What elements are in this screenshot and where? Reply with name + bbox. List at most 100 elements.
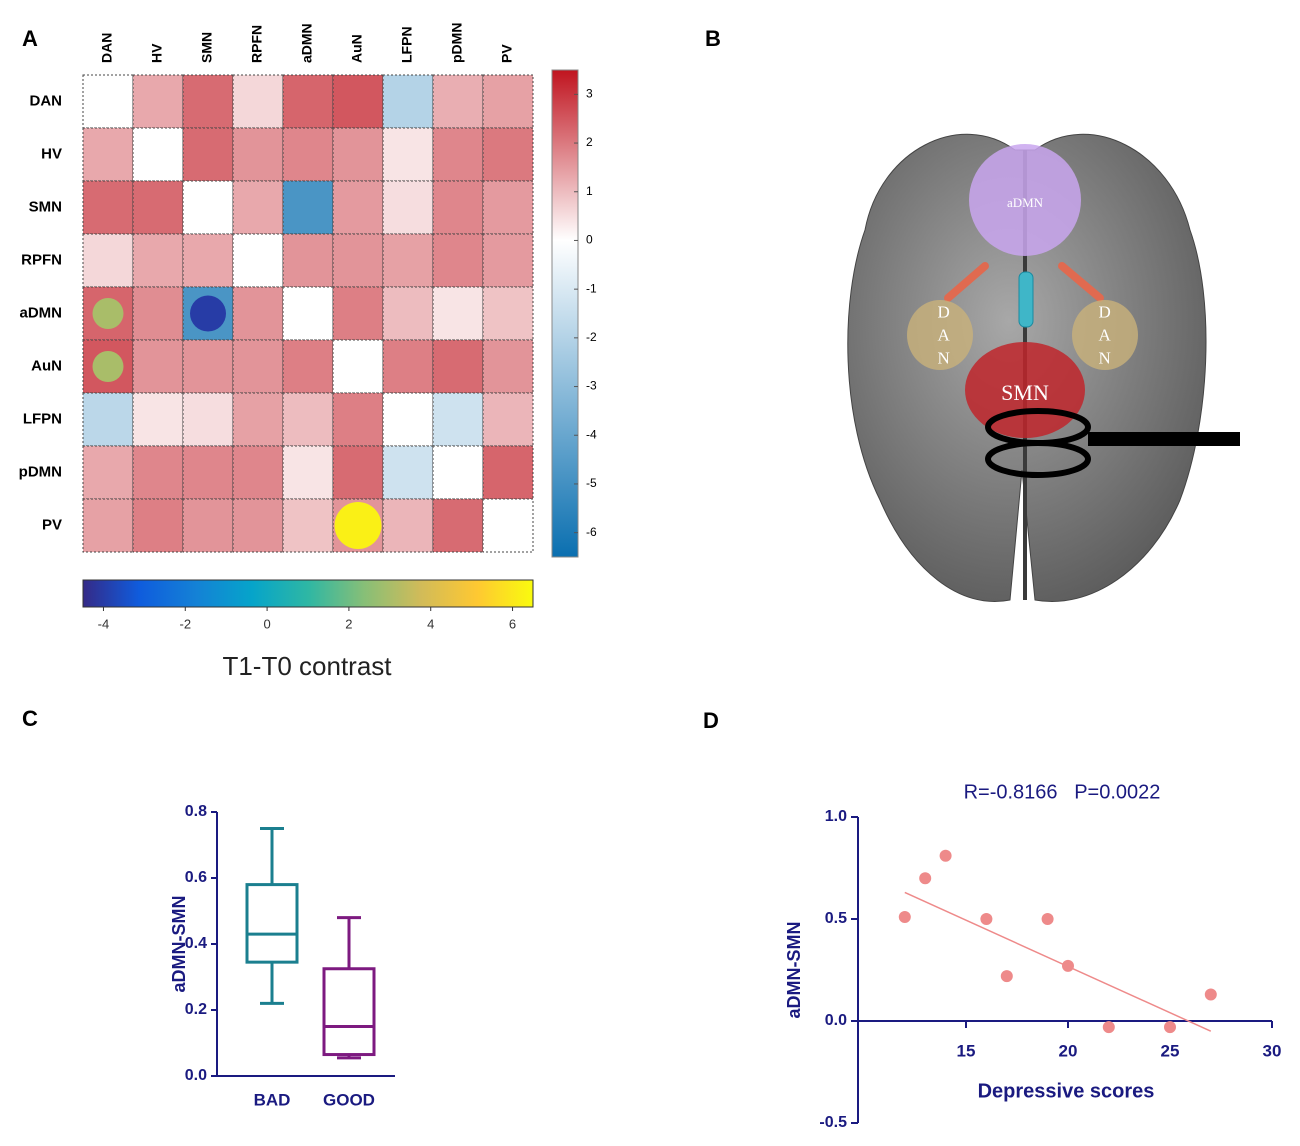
- heat-cell: [82, 180, 134, 235]
- annotation: R=-0.8166 P=0.0022: [964, 781, 1161, 803]
- colorbar-tick-label: -4: [586, 427, 597, 441]
- box: [245, 883, 299, 964]
- y-tick-label: -0.5: [819, 1114, 847, 1131]
- heat-cell: [132, 392, 184, 447]
- column-label: SMN: [199, 32, 215, 63]
- heat-cell: [382, 74, 434, 129]
- colorbar-tick-label: -3: [586, 379, 597, 393]
- heat-cell: [332, 286, 384, 341]
- colorbar-tick-label: 2: [345, 616, 352, 631]
- colorbar-tick-label: -1: [586, 281, 597, 295]
- heat-cell: [382, 498, 434, 553]
- heat-cell: [482, 339, 534, 394]
- heat-cell: [332, 392, 384, 447]
- heat-cell: [332, 180, 384, 235]
- heat-cell: [232, 498, 284, 553]
- heat-cell: [182, 445, 234, 500]
- diagonal-cell: [432, 445, 484, 500]
- colorbar-tick-label: -2: [179, 616, 191, 631]
- diagonal-cell: [332, 339, 384, 394]
- point: [980, 913, 993, 925]
- point: [1102, 1021, 1115, 1034]
- heat-cell: [382, 180, 434, 235]
- point: [939, 849, 952, 862]
- heat-cell: [232, 180, 284, 235]
- heat-cell: [282, 180, 334, 235]
- heat-cell: [382, 339, 434, 394]
- colorbar-tick-label: 4: [427, 616, 434, 631]
- y-tick-label: 1.0: [825, 808, 847, 825]
- region-label: DAN: [934, 303, 953, 372]
- y-tick-label: 0.4: [185, 935, 207, 952]
- heat-cell: [332, 233, 384, 288]
- x-tick-label: 30: [1263, 1041, 1282, 1060]
- heat-cell: [82, 445, 134, 500]
- diagonal-cell: [482, 498, 534, 553]
- box: [322, 967, 376, 1057]
- heat-cell: [282, 127, 334, 182]
- panel-label: A: [22, 26, 38, 51]
- heat-cell: [282, 339, 334, 394]
- heat-cell: [232, 339, 284, 394]
- x-tick-label: GOOD: [323, 1090, 375, 1109]
- region-dan: [1072, 300, 1138, 370]
- connection: [944, 262, 989, 302]
- colorbar-tick-label: 6: [509, 616, 516, 631]
- diagonal-cell: [382, 392, 434, 447]
- colorbar-tick-label: 0: [586, 233, 593, 247]
- heat-cell: [282, 445, 334, 500]
- marker: [92, 351, 124, 382]
- ring: [985, 440, 1091, 478]
- heat-cell: [82, 233, 134, 288]
- marker-colorbar: [82, 579, 534, 608]
- panel-label: D: [703, 708, 719, 733]
- heat-cell: [232, 286, 284, 341]
- colorbar-tick-label: 3: [586, 87, 593, 101]
- row-label: aDMN: [19, 304, 62, 321]
- y-tick-label: 0.0: [825, 1012, 847, 1029]
- y-tick-label: 0.6: [185, 869, 207, 886]
- row-label: AuN: [31, 357, 62, 374]
- heat-cell: [482, 445, 534, 500]
- colorbar-tick-label: -5: [586, 476, 597, 490]
- colorbar-tick-label: 0: [263, 616, 270, 631]
- heat-cell: [132, 74, 184, 129]
- colorbar-tick-label: -4: [98, 616, 110, 631]
- region-label: aDMN: [1007, 195, 1044, 210]
- diagonal-cell: [282, 286, 334, 341]
- colorbar-tick-label: -6: [586, 525, 597, 539]
- region-label: SMN: [1001, 380, 1049, 405]
- connection: [1018, 271, 1034, 328]
- row-label: LFPN: [23, 410, 62, 427]
- point: [1164, 1021, 1176, 1034]
- heat-cell: [132, 445, 184, 500]
- heat-cell: [182, 127, 234, 182]
- heat-cell: [232, 74, 284, 129]
- brain-diagram: aDMN DAN DAN SMN: [847, 133, 1240, 602]
- y-axis-label: aDMN-SMN: [169, 896, 189, 993]
- heat-cell: [182, 233, 234, 288]
- heat-cell: [332, 127, 384, 182]
- heat-cell: [332, 74, 384, 129]
- point: [919, 872, 932, 885]
- point: [898, 910, 911, 923]
- point: [1062, 959, 1074, 972]
- heat-cell: [482, 180, 534, 235]
- x-tick-label: BAD: [254, 1090, 291, 1109]
- colorbar-tick-label: -2: [586, 330, 597, 344]
- heat-cell: [182, 339, 234, 394]
- column-label: AuN: [349, 34, 365, 63]
- connection: [1058, 262, 1104, 302]
- fit-line: [904, 891, 1212, 1032]
- x-tick-label: 15: [957, 1041, 976, 1060]
- diagonal-cell: [82, 74, 134, 129]
- column-label: aDMN: [299, 23, 315, 63]
- heat-cell: [482, 233, 534, 288]
- marker: [92, 298, 124, 329]
- column-label: pDMN: [449, 23, 465, 63]
- row-label: DAN: [30, 92, 63, 109]
- diagonal-cell: [232, 233, 284, 288]
- heat-cell: [482, 74, 534, 129]
